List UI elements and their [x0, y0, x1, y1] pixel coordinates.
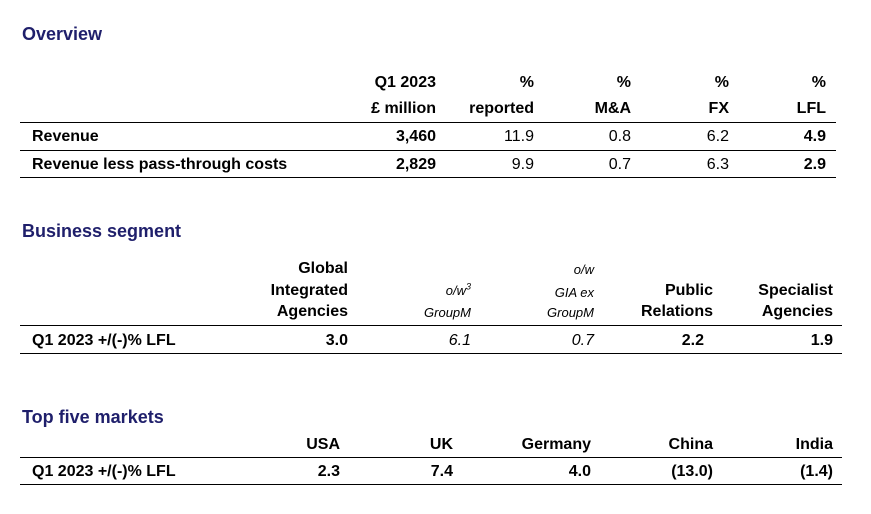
overview-rlptc-value: 2,829	[395, 156, 436, 173]
overview-bottom-rule	[20, 177, 836, 178]
market-header-uk: UK	[429, 436, 453, 453]
segment-row-label: Q1 2023 +/(-)% LFL	[32, 332, 176, 349]
segment-header-specialist-line1: Specialist	[758, 282, 833, 299]
overview-header-ma-line2: M&A	[594, 100, 631, 117]
overview-revenue-fx: 6.2	[706, 128, 729, 145]
overview-header-reported-line1: %	[519, 74, 534, 91]
footnote-3-marker: 3	[465, 281, 471, 292]
segment-header-groupm-line1: o/w3	[445, 281, 471, 298]
segment-header-groupm-line2: GroupM	[424, 305, 471, 320]
segment-header-gia-line1: Global	[298, 260, 348, 277]
segment-header-pr-line2: Relations	[640, 303, 713, 320]
overview-header-lfl-line2: LFL	[796, 100, 826, 117]
market-header-china: China	[668, 436, 713, 453]
segment-giaex-value: 0.7	[571, 332, 594, 349]
overview-row-rule	[20, 150, 836, 151]
overview-header-fx-line2: FX	[708, 100, 729, 117]
market-uk-value: 7.4	[430, 463, 453, 480]
overview-header-fx-line1: %	[714, 74, 729, 91]
overview-header-ma-line1: %	[616, 74, 631, 91]
overview-header-reported-line2: reported	[469, 100, 534, 117]
overview-revenue-reported: 11.9	[504, 128, 534, 145]
overview-header-q1-line2: £ million	[371, 100, 436, 117]
overview-header-lfl-line1: %	[811, 74, 826, 91]
overview-rlptc-fx: 6.3	[706, 156, 729, 173]
market-china-value: (13.0)	[671, 463, 713, 480]
segment-header-pr-line1: Public	[664, 282, 713, 299]
overview-revenue-lfl: 4.9	[803, 128, 826, 145]
market-header-germany: Germany	[521, 436, 591, 453]
top-markets-title: Top five markets	[22, 407, 164, 427]
market-header-usa: USA	[306, 436, 340, 453]
segment-pr-value: 2.2	[681, 332, 704, 349]
market-header-india: India	[795, 436, 833, 453]
overview-rlptc-lfl: 2.9	[803, 156, 826, 173]
segment-header-specialist-line2: Agencies	[761, 303, 833, 320]
markets-row-label: Q1 2023 +/(-)% LFL	[32, 463, 176, 480]
segment-bottom-rule	[20, 353, 842, 354]
overview-row-rlptc-label: Revenue less pass-through costs	[32, 156, 288, 173]
overview-revenue-value: 3,460	[395, 128, 436, 145]
segment-header-gia-line2: Integrated	[270, 282, 348, 299]
overview-rlptc-ma: 0.7	[608, 156, 631, 173]
segment-gia-value: 3.0	[325, 332, 348, 349]
markets-bottom-rule	[20, 484, 842, 485]
overview-header-q1-line1: Q1 2023	[374, 74, 436, 91]
segment-specialist-value: 1.9	[810, 332, 833, 349]
overview-revenue-ma: 0.8	[608, 128, 631, 145]
overview-title: Overview	[22, 24, 103, 44]
segment-header-gia-line3: Agencies	[276, 303, 348, 320]
overview-rlptc-reported: 9.9	[511, 156, 534, 173]
overview-row-revenue-label: Revenue	[32, 128, 99, 145]
market-india-value: (1.4)	[800, 463, 833, 480]
segment-header-giaex-line0: o/w	[573, 262, 594, 277]
segment-groupm-value: 6.1	[448, 332, 471, 349]
market-usa-value: 2.3	[317, 463, 340, 480]
market-germany-value: 4.0	[568, 463, 591, 480]
overview-header-rule	[20, 122, 836, 123]
markets-header-rule	[20, 457, 842, 458]
segment-header-giaex-line2: GroupM	[547, 305, 594, 320]
segment-header-giaex-line1: GIA ex	[554, 285, 594, 300]
business-segment-title: Business segment	[22, 221, 182, 241]
segment-header-rule	[20, 325, 842, 326]
